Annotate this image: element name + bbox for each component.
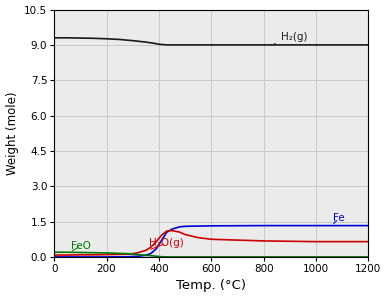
Text: H₂O(g): H₂O(g)	[149, 238, 184, 249]
Text: FeO: FeO	[71, 240, 91, 251]
Text: Fe: Fe	[333, 213, 344, 224]
Y-axis label: Weight (mole): Weight (mole)	[5, 91, 19, 175]
Text: H₂(g): H₂(g)	[274, 32, 307, 44]
X-axis label: Temp. (°C): Temp. (°C)	[176, 280, 246, 292]
